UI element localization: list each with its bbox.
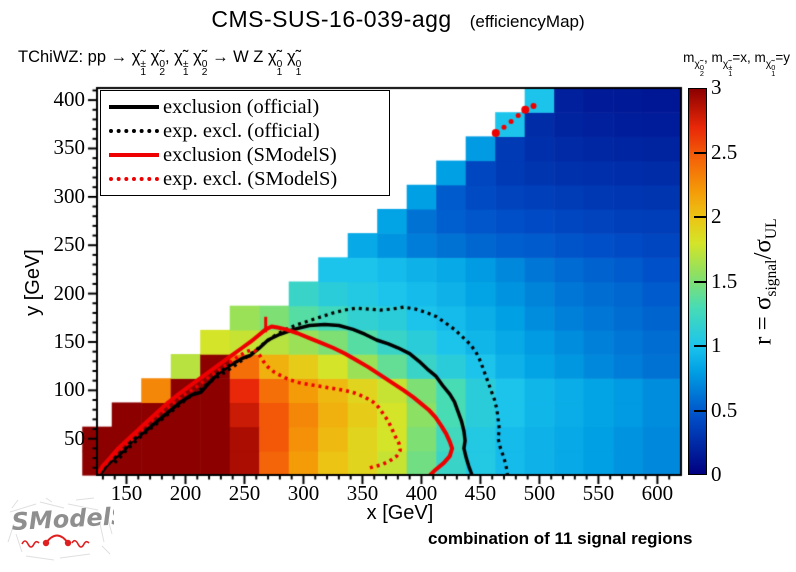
logo-wordmark: SModelS <box>11 502 114 536</box>
legend-item-label: exclusion (official) <box>163 95 320 118</box>
y-tick-label: 100 <box>53 377 86 402</box>
chargino-neutralino-symbol: χ̃ 0 2 <box>694 58 704 79</box>
colorbar-tick-label: 0 <box>711 462 722 486</box>
logo-scribble-background <box>7 497 113 561</box>
legend-item: exp. excl. (official) <box>109 119 383 143</box>
x-tick-label: 350 <box>346 481 379 505</box>
legend-item-label: exp. excl. (official) <box>163 119 320 142</box>
y-tick-label: 200 <box>53 280 86 305</box>
y-tick-label: 300 <box>53 183 86 208</box>
x-tick-label: 550 <box>582 481 615 505</box>
colorbar-tick-mark <box>694 280 706 283</box>
colorbar-tick-label: 3 <box>711 75 722 99</box>
legend-line-sample-solid <box>109 153 159 157</box>
x-tick-label: 250 <box>228 481 261 505</box>
chargino-neutralino-symbol: χ̃ 0 1 <box>765 58 776 79</box>
colorbar-tick-label: 0.5 <box>711 397 738 422</box>
chargino-neutralino-symbol: χ̃ 0 1 <box>267 48 283 79</box>
x-tick-label: 600 <box>641 481 674 505</box>
x-tick-label: 400 <box>405 481 438 505</box>
colorbar-tick-label: 2 <box>711 204 722 228</box>
logo-red-diagram <box>21 534 90 548</box>
y-tick-label: 250 <box>53 232 86 257</box>
mass-plane-label: mχ̃ 0 2, mχ̃ ±1 =x, mχ̃ 0 1 =y <box>683 50 790 79</box>
y-tick-label: 350 <box>53 135 86 160</box>
chargino-neutralino-symbol: χ̃ 0 1 <box>286 48 302 79</box>
y-tick-label: 150 <box>53 328 86 353</box>
process-label: TChiWZ: pp → χ̃ ±1 χ̃ 0 2, χ̃ ±1 χ̃ 0 2 → W Z … <box>18 48 302 79</box>
colorbar-tick-mark <box>694 151 706 154</box>
colorbar-tick-label: 2.5 <box>711 139 738 164</box>
x-tick-label: 150 <box>110 481 143 505</box>
chargino-neutralino-symbol: χ̃ 0 2 <box>150 48 165 79</box>
legend-line-sample-dotted <box>109 177 159 181</box>
legend-item: exclusion (SModelS) <box>109 143 383 167</box>
legend-item-label: exclusion (SModelS) <box>163 143 337 166</box>
colorbar-tick-mark <box>694 409 706 412</box>
x-axis-title: x [GeV] <box>366 502 434 524</box>
colorbar-tick-label: 1 <box>711 333 722 357</box>
plot-title: CMS-SUS-16-039-agg (efficiencyMap) <box>0 6 796 33</box>
x-tick-label: 200 <box>169 481 202 505</box>
legend-item: exclusion (official) <box>109 95 383 119</box>
chargino-neutralino-symbol: χ̃ ±1 <box>722 58 733 79</box>
result-type-label: (efficiencyMap) <box>469 12 585 31</box>
signal-regions-caption: combination of 11 signal regions <box>428 529 693 548</box>
legend-line-sample-dotted <box>109 129 159 133</box>
x-tick-label: 300 <box>287 481 320 505</box>
legend-line-sample-solid <box>109 105 159 109</box>
legend-box: exclusion (official) exp. excl. (official… <box>100 90 390 196</box>
y-tick-label: 400 <box>53 87 86 112</box>
colorbar-tick-label: 1.5 <box>711 268 738 293</box>
x-tick-label: 500 <box>523 481 556 505</box>
colorbar-tick-mark <box>694 216 706 218</box>
legend-item: exp. excl. (SModelS) <box>109 167 383 191</box>
chargino-neutralino-symbol: χ̃ ±1 <box>131 48 147 79</box>
chargino-neutralino-symbol: χ̃ ±1 <box>174 48 189 79</box>
analysis-id-title: CMS-SUS-16-039-agg <box>211 6 452 32</box>
colorbar-tick-mark <box>694 345 706 347</box>
x-tick-label: 450 <box>464 481 497 505</box>
chargino-neutralino-symbol: χ̃ 0 2 <box>193 48 208 79</box>
y-tick-label: 50 <box>64 425 85 450</box>
smodels-logo: SModelS <box>7 497 114 561</box>
legend-item-label: exp. excl. (SModelS) <box>163 167 338 190</box>
